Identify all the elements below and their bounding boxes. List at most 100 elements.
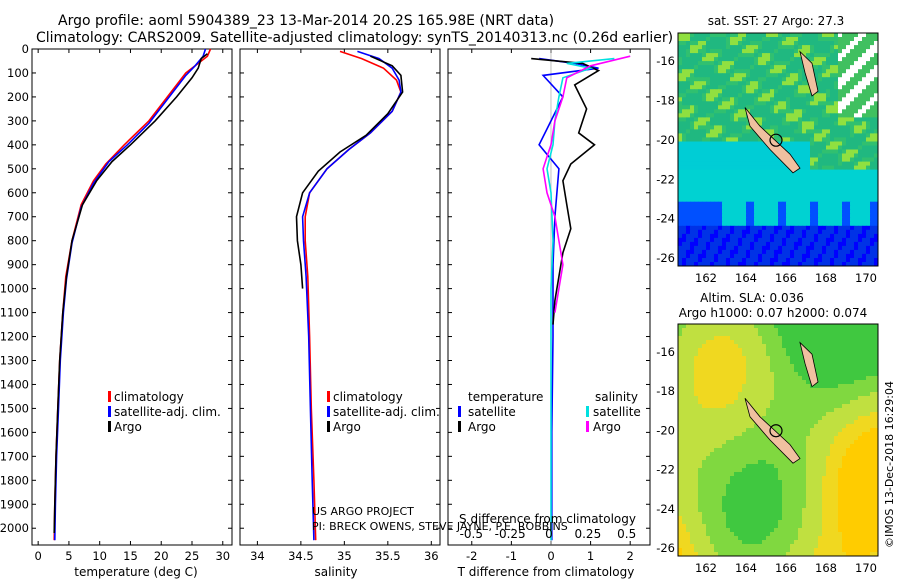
map-cell [730,177,735,183]
map-cell [826,237,831,243]
map-cell [862,201,867,207]
map-cell [810,145,815,150]
map-cell [826,157,831,162]
map-cell [782,89,787,94]
map-cell [830,452,835,457]
map-cell [686,241,691,247]
map-cell [858,161,863,167]
map-cell [850,392,855,397]
map-cell [702,73,707,78]
map-cell [822,209,827,215]
map-cell [738,241,743,247]
map-lat-label: -24 [656,212,675,226]
map-cell [730,340,735,345]
map-cell [842,181,847,187]
map-cell [774,368,779,373]
map-cell [722,157,727,162]
map-cell [690,137,695,142]
map-cell [730,181,735,187]
map-cell [870,392,875,397]
map-cell [686,336,691,341]
map-cell [842,33,847,38]
map-cell [830,368,835,373]
map-cell [750,364,755,369]
map-cell [822,149,827,154]
map-cell [790,217,795,223]
map-cell [686,209,691,215]
map-cell [694,145,699,150]
map-cell [810,161,815,167]
map-cell [874,245,879,251]
map-cell [834,113,839,118]
map-cell [822,141,827,146]
map-cell [694,173,699,179]
map-cell [718,360,723,365]
map-cell [798,93,803,98]
map-cell [734,149,739,154]
map-cell [874,372,879,377]
map-cell [738,137,743,142]
map-cell [706,360,711,365]
map-cell [766,456,771,461]
map-cell [742,61,747,66]
map-cell [846,101,851,106]
map-cell [742,237,747,243]
map-cell [702,432,707,437]
map-cell [718,185,723,191]
map-cell [794,49,799,54]
map-cell [814,153,819,158]
map-cell [742,209,747,215]
map-cell [694,221,699,227]
map-cell [854,237,859,243]
map-cell [678,468,683,473]
map-cell [766,324,771,329]
map-cell [826,420,831,425]
map-cell [718,258,723,263]
map-cell [718,165,723,171]
map-cell [710,416,715,421]
map-cell [754,262,759,267]
map-cell [834,33,839,38]
map-cell [786,65,791,70]
map-cell [734,189,739,195]
map-cell [838,205,843,211]
map-cell [678,428,683,433]
map-cell [742,101,747,106]
map-cell [782,197,787,203]
map-cell [826,464,831,469]
map-cell [694,209,699,215]
map-cell [826,344,831,349]
map-cell [746,157,751,162]
map-cell [862,149,867,154]
map-cell [718,332,723,337]
map-cell [698,65,703,70]
map-cell [822,185,827,191]
map-cell [858,432,863,437]
map-cell [734,209,739,215]
map-cell [802,157,807,162]
map-cell [842,408,847,413]
map-cell [698,193,703,199]
map-cell [686,400,691,405]
map-cell [770,49,775,54]
map-cell [706,157,711,162]
map-cell [762,392,767,397]
map-cell [846,161,851,167]
map-cell [818,412,823,417]
map-cell [734,328,739,333]
map-cell [702,109,707,114]
map-cell [822,69,827,74]
map-cell [842,69,847,74]
map-cell [686,237,691,243]
map-cell [794,173,799,179]
map-cell [838,225,843,231]
map-cell [850,217,855,223]
map-cell [866,376,871,381]
map-cell [830,201,835,207]
map-cell [682,105,687,110]
map-cell [734,173,739,179]
map-cell [870,129,875,134]
map-cell [762,165,767,171]
map-cell [866,384,871,389]
map-cell [866,129,871,134]
